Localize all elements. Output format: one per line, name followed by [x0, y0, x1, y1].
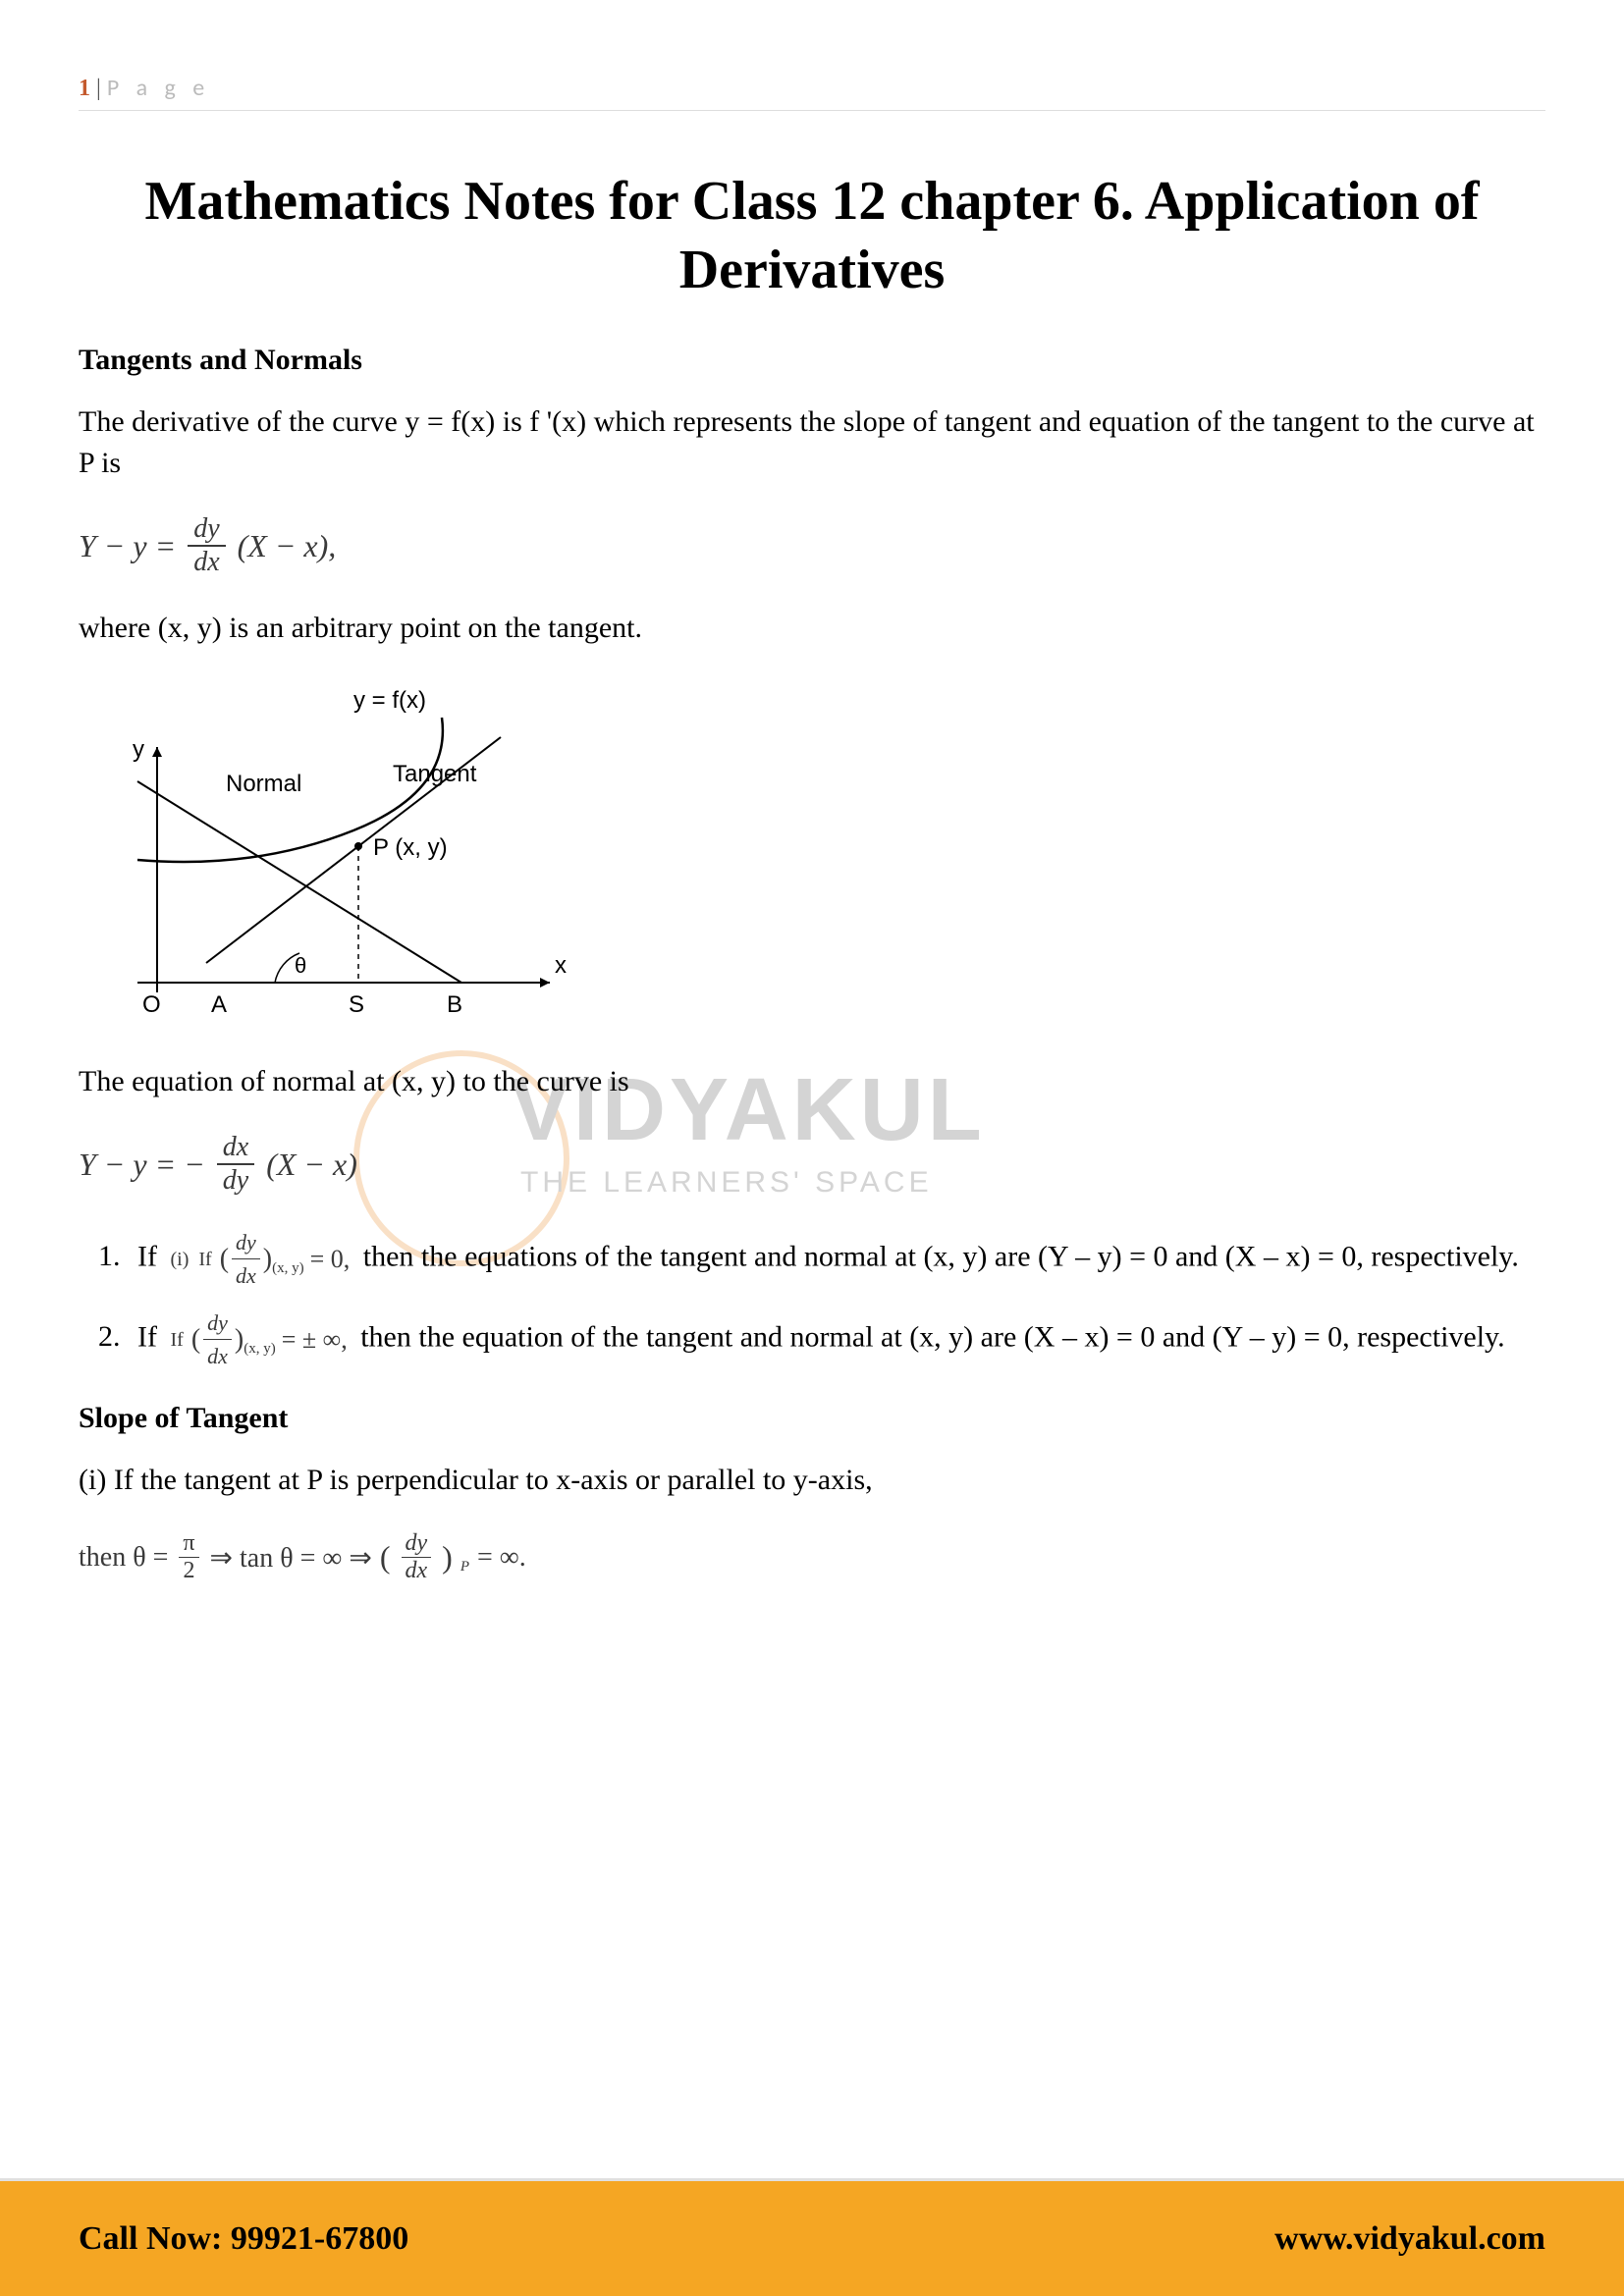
svg-text:θ: θ	[295, 953, 306, 978]
eq3-end: = ∞.	[477, 1542, 526, 1574]
eq1-den: dx	[188, 547, 225, 578]
page-footer: Call Now: 99921-67800 www.vidyakul.com	[0, 2178, 1624, 2296]
list-item-2: If If ( dydx ) (x, y) = ± ∞, then the eq…	[128, 1307, 1545, 1372]
eq2-lhs: Y − y = −	[79, 1147, 205, 1183]
page-label: P a g e	[107, 74, 210, 102]
svg-text:y: y	[133, 736, 144, 763]
tangent-normal-diagram: y = f(x) y x Normal Tangent P (x, y) O A…	[79, 678, 589, 1041]
li2-math: If ( dydx ) (x, y) = ± ∞,	[170, 1307, 347, 1372]
page-number: 1	[79, 76, 90, 101]
equation-normal: Y − y = − dx dy (X − x)	[79, 1132, 1545, 1197]
li1-prefix: If	[137, 1240, 164, 1272]
para-arbitrary: where (x, y) is an arbitrary point on th…	[79, 608, 1545, 649]
eq1-frac: dy dx	[188, 513, 225, 578]
eq1-rhs: (X − x),	[238, 528, 337, 564]
li2-prefix: If	[137, 1320, 164, 1353]
list-item-1: If (i) If ( dydx ) (x, y) = 0, then the …	[128, 1226, 1545, 1292]
eq2-num: dx	[217, 1132, 254, 1165]
li2-body: then the equation of the tangent and nor…	[360, 1320, 1504, 1353]
para-normal: The equation of normal at (x, y) to the …	[79, 1061, 1545, 1102]
page-header: 1 | P a g e	[79, 74, 1545, 111]
eq3-arrow1: ⇒ tan θ = ∞ ⇒	[210, 1541, 372, 1575]
section-slope-heading: Slope of Tangent	[79, 1402, 1545, 1435]
page-title: Mathematics Notes for Class 12 chapter 6…	[79, 167, 1545, 304]
svg-text:B: B	[447, 991, 462, 1018]
equation-slope: then θ = π2 ⇒ tan θ = ∞ ⇒ ( dydx ) P = ∞…	[79, 1530, 1545, 1584]
para-slope: (i) If the tangent at P is perpendicular…	[79, 1460, 1545, 1501]
eq1-lhs: Y − y =	[79, 528, 176, 564]
svg-text:O: O	[142, 991, 161, 1018]
eq2-frac: dx dy	[217, 1132, 254, 1197]
equation-tangent: Y − y = dy dx (X − x),	[79, 513, 1545, 578]
svg-text:Normal: Normal	[226, 771, 301, 797]
content-area: Mathematics Notes for Class 12 chapter 6…	[79, 167, 1545, 1614]
svg-text:x: x	[555, 952, 567, 979]
section-tangents-heading: Tangents and Normals	[79, 344, 1545, 377]
conditions-list: If (i) If ( dydx ) (x, y) = 0, then the …	[128, 1226, 1545, 1372]
svg-text:Tangent: Tangent	[393, 761, 477, 787]
svg-text:A: A	[211, 991, 227, 1018]
footer-url: www.vidyakul.com	[1274, 2220, 1545, 2258]
eq2-rhs: (X − x)	[266, 1147, 357, 1183]
svg-text:S: S	[349, 991, 364, 1018]
page-sep: |	[90, 76, 107, 101]
svg-text:y = f(x): y = f(x)	[353, 687, 426, 714]
li1-body: then the equations of the tangent and no…	[363, 1240, 1519, 1272]
para-intro: The derivative of the curve y = f(x) is …	[79, 401, 1545, 484]
footer-call: Call Now: 99921-67800	[79, 2220, 408, 2258]
eq3-then: then θ =	[79, 1542, 168, 1574]
eq2-den: dy	[217, 1165, 254, 1197]
li1-math: (i) If ( dydx ) (x, y) = 0,	[170, 1226, 350, 1292]
eq1-num: dy	[188, 513, 225, 547]
svg-text:P (x, y): P (x, y)	[373, 834, 448, 861]
